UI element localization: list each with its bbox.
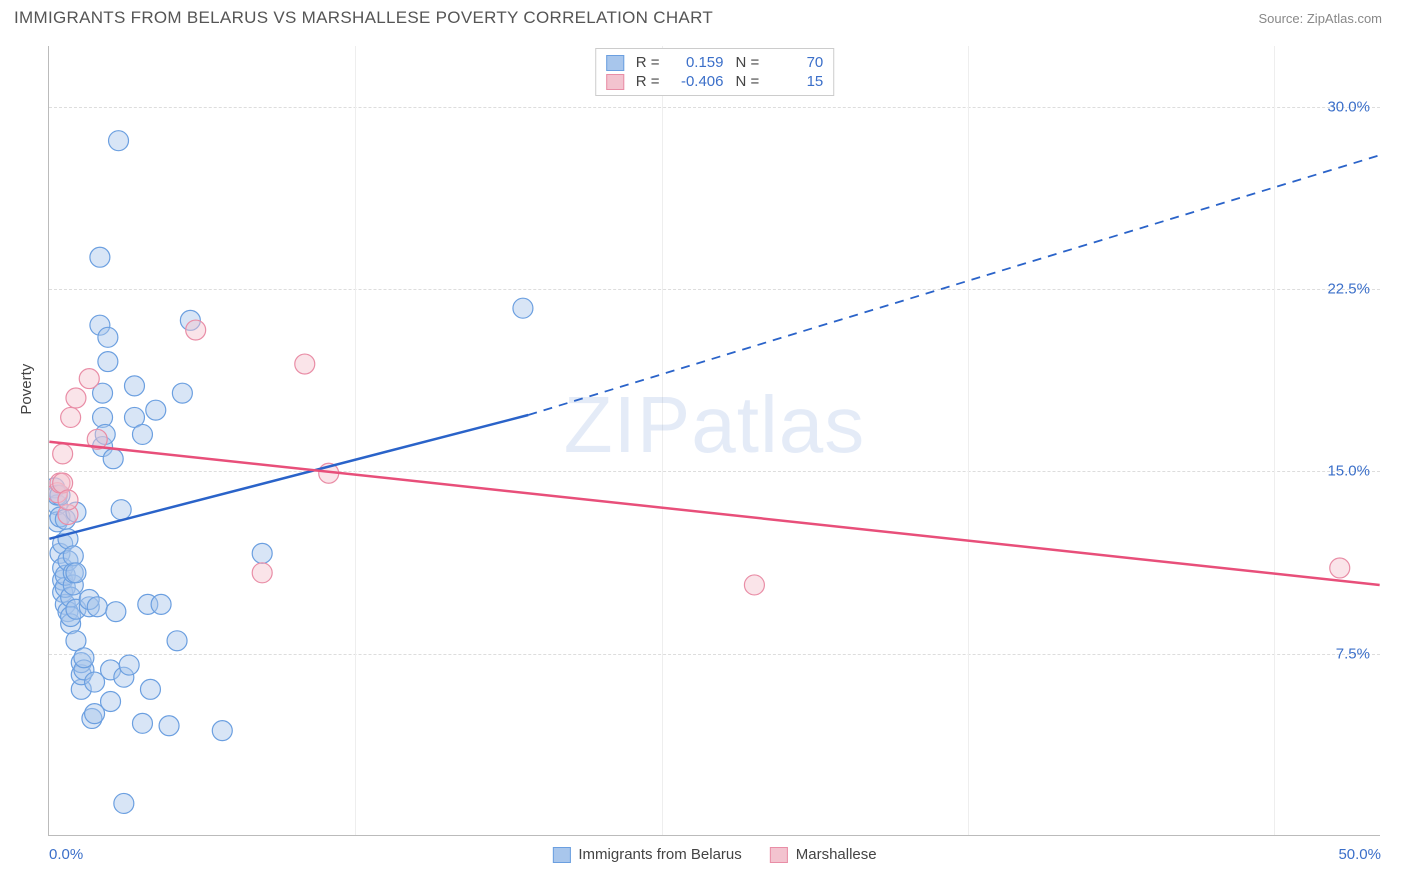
legend-label-belarus: Immigrants from Belarus — [578, 846, 741, 863]
scatter-point-belarus — [101, 691, 121, 711]
source-label: Source: ZipAtlas.com — [1258, 11, 1382, 26]
r-value-belarus: 0.159 — [668, 54, 724, 71]
chart-title: IMMIGRANTS FROM BELARUS VS MARSHALLESE P… — [14, 8, 713, 28]
chart-plot-area: ZIPatlas R = 0.159 N = 70 R = -0.406 N =… — [48, 46, 1380, 836]
scatter-point-marshallese — [53, 444, 73, 464]
r-label: R = — [636, 54, 660, 71]
swatch-belarus — [606, 55, 624, 71]
series-legend: Immigrants from Belarus Marshallese — [552, 846, 876, 863]
scatter-point-belarus — [513, 298, 533, 318]
scatter-point-belarus — [106, 602, 126, 622]
legend-row-marshallese: R = -0.406 N = 15 — [606, 72, 824, 91]
r-value-marshallese: -0.406 — [668, 73, 724, 90]
scatter-point-marshallese — [66, 388, 86, 408]
scatter-svg — [49, 46, 1380, 835]
trendline-belarus — [49, 415, 528, 539]
r-label: R = — [636, 73, 660, 90]
scatter-point-belarus — [119, 655, 139, 675]
scatter-point-marshallese — [58, 490, 78, 510]
scatter-point-belarus — [151, 594, 171, 614]
scatter-point-belarus — [252, 543, 272, 563]
n-value-belarus: 70 — [767, 54, 823, 71]
scatter-point-belarus — [114, 793, 134, 813]
trendline-dashed-belarus — [528, 155, 1379, 415]
n-label: N = — [736, 73, 760, 90]
scatter-point-marshallese — [295, 354, 315, 374]
correlation-legend: R = 0.159 N = 70 R = -0.406 N = 15 — [595, 48, 835, 96]
scatter-point-belarus — [124, 376, 144, 396]
scatter-point-marshallese — [252, 563, 272, 583]
n-value-marshallese: 15 — [767, 73, 823, 90]
scatter-point-belarus — [167, 631, 187, 651]
scatter-point-marshallese — [61, 407, 81, 427]
scatter-point-marshallese — [1330, 558, 1350, 578]
scatter-point-belarus — [109, 131, 129, 151]
swatch-marshallese — [770, 847, 788, 863]
scatter-point-belarus — [90, 247, 110, 267]
trendline-marshallese — [49, 442, 1379, 585]
swatch-belarus — [552, 847, 570, 863]
chart-header: IMMIGRANTS FROM BELARUS VS MARSHALLESE P… — [0, 0, 1406, 34]
n-label: N = — [736, 54, 760, 71]
scatter-point-belarus — [98, 327, 118, 347]
legend-item-belarus: Immigrants from Belarus — [552, 846, 741, 863]
scatter-point-belarus — [103, 449, 123, 469]
scatter-point-belarus — [146, 400, 166, 420]
scatter-point-belarus — [172, 383, 192, 403]
scatter-point-belarus — [74, 648, 94, 668]
scatter-point-marshallese — [186, 320, 206, 340]
scatter-point-belarus — [140, 679, 160, 699]
scatter-point-belarus — [132, 713, 152, 733]
scatter-point-belarus — [132, 424, 152, 444]
scatter-point-belarus — [98, 352, 118, 372]
legend-row-belarus: R = 0.159 N = 70 — [606, 53, 824, 72]
scatter-point-marshallese — [744, 575, 764, 595]
scatter-point-belarus — [212, 721, 232, 741]
scatter-point-belarus — [111, 500, 131, 520]
scatter-point-marshallese — [79, 369, 99, 389]
legend-label-marshallese: Marshallese — [796, 846, 877, 863]
scatter-point-belarus — [66, 563, 86, 583]
x-tick-label: 0.0% — [49, 846, 83, 863]
y-axis-label: Poverty — [18, 364, 35, 415]
swatch-marshallese — [606, 74, 624, 90]
x-tick-label: 50.0% — [1338, 846, 1381, 863]
scatter-point-belarus — [87, 597, 107, 617]
legend-item-marshallese: Marshallese — [770, 846, 877, 863]
scatter-point-belarus — [159, 716, 179, 736]
